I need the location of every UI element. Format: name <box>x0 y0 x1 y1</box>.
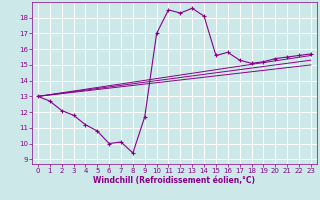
X-axis label: Windchill (Refroidissement éolien,°C): Windchill (Refroidissement éolien,°C) <box>93 176 255 185</box>
